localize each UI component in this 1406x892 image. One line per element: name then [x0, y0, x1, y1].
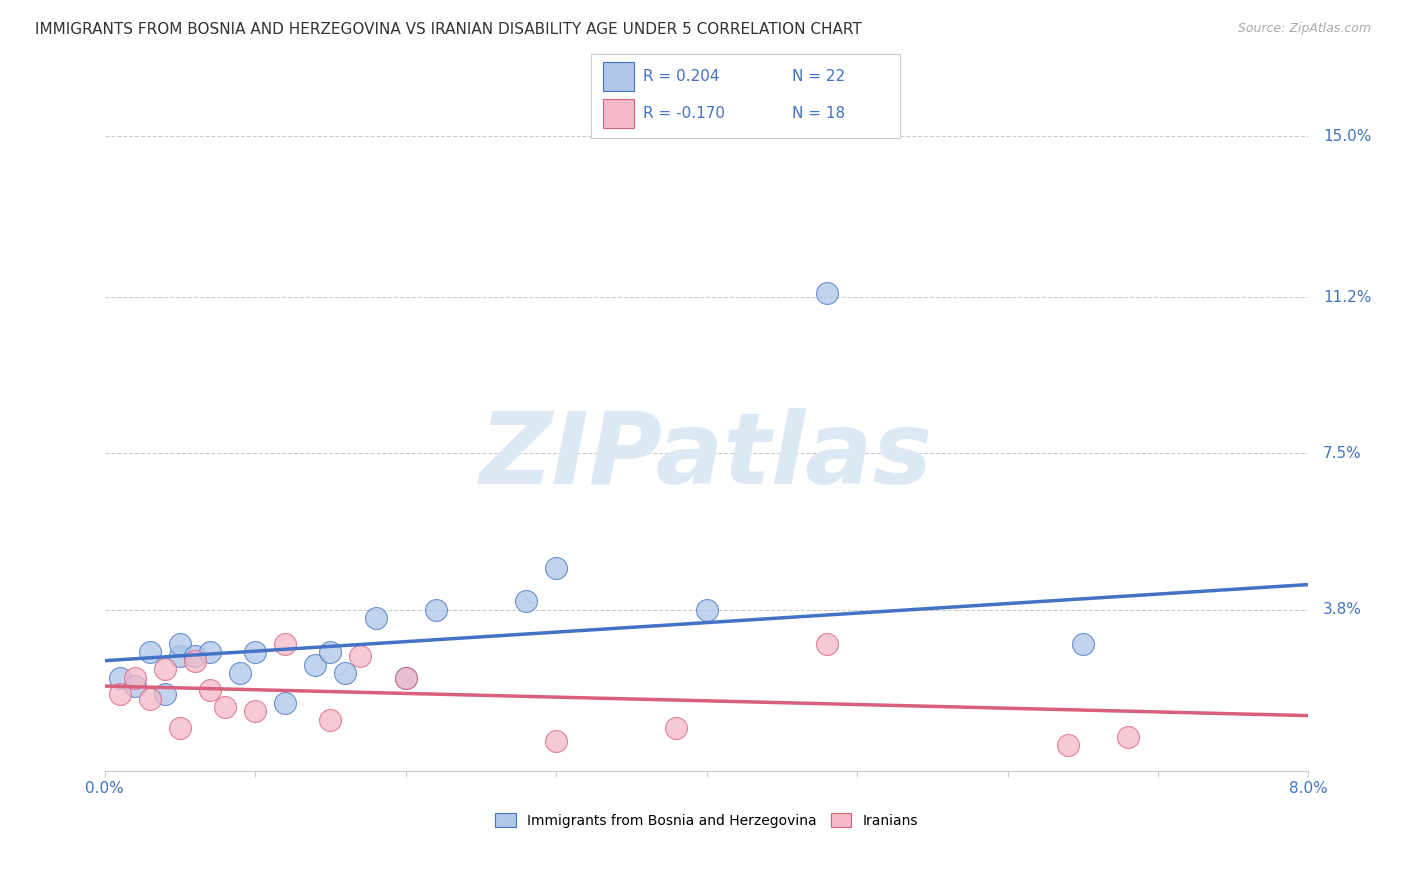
Point — [169, 721, 191, 735]
Point — [153, 662, 176, 676]
Point — [304, 657, 326, 672]
Point — [169, 637, 191, 651]
Point — [243, 645, 266, 659]
Point — [394, 671, 416, 685]
Point — [274, 637, 297, 651]
Point — [665, 721, 688, 735]
Bar — [603, 99, 634, 128]
Point — [319, 713, 342, 727]
Text: IMMIGRANTS FROM BOSNIA AND HERZEGOVINA VS IRANIAN DISABILITY AGE UNDER 5 CORRELA: IMMIGRANTS FROM BOSNIA AND HERZEGOVINA V… — [35, 22, 862, 37]
Point — [815, 637, 838, 651]
Point — [274, 696, 297, 710]
Point — [198, 645, 221, 659]
Point — [546, 560, 568, 574]
Bar — [603, 62, 634, 91]
Text: R = 0.204: R = 0.204 — [643, 69, 720, 84]
Legend: Immigrants from Bosnia and Herzegovina, Iranians: Immigrants from Bosnia and Herzegovina, … — [489, 808, 924, 833]
Point — [1071, 637, 1094, 651]
Point — [546, 734, 568, 748]
Point — [184, 649, 207, 664]
Text: ZIPatlas: ZIPatlas — [479, 409, 934, 505]
Point — [124, 671, 146, 685]
Text: 3.8%: 3.8% — [1323, 602, 1362, 617]
Point — [198, 683, 221, 698]
Text: R = -0.170: R = -0.170 — [643, 106, 725, 121]
Point — [169, 649, 191, 664]
Point — [243, 705, 266, 719]
Point — [364, 611, 387, 625]
Text: 11.2%: 11.2% — [1323, 290, 1371, 304]
Text: Source: ZipAtlas.com: Source: ZipAtlas.com — [1237, 22, 1371, 36]
Point — [184, 654, 207, 668]
Text: 7.5%: 7.5% — [1323, 446, 1361, 461]
Point — [515, 594, 537, 608]
Point — [153, 688, 176, 702]
Point — [139, 645, 162, 659]
Point — [108, 671, 131, 685]
Text: 15.0%: 15.0% — [1323, 129, 1371, 144]
Point — [815, 285, 838, 300]
Point — [335, 666, 357, 681]
Point — [1056, 738, 1078, 752]
Point — [108, 688, 131, 702]
Point — [425, 603, 447, 617]
Point — [696, 603, 718, 617]
Point — [394, 671, 416, 685]
Point — [139, 691, 162, 706]
Text: N = 18: N = 18 — [792, 106, 845, 121]
Point — [229, 666, 252, 681]
Point — [1116, 730, 1139, 744]
Point — [349, 649, 371, 664]
Point — [214, 700, 236, 714]
Point — [124, 679, 146, 693]
Text: N = 22: N = 22 — [792, 69, 845, 84]
Point — [319, 645, 342, 659]
